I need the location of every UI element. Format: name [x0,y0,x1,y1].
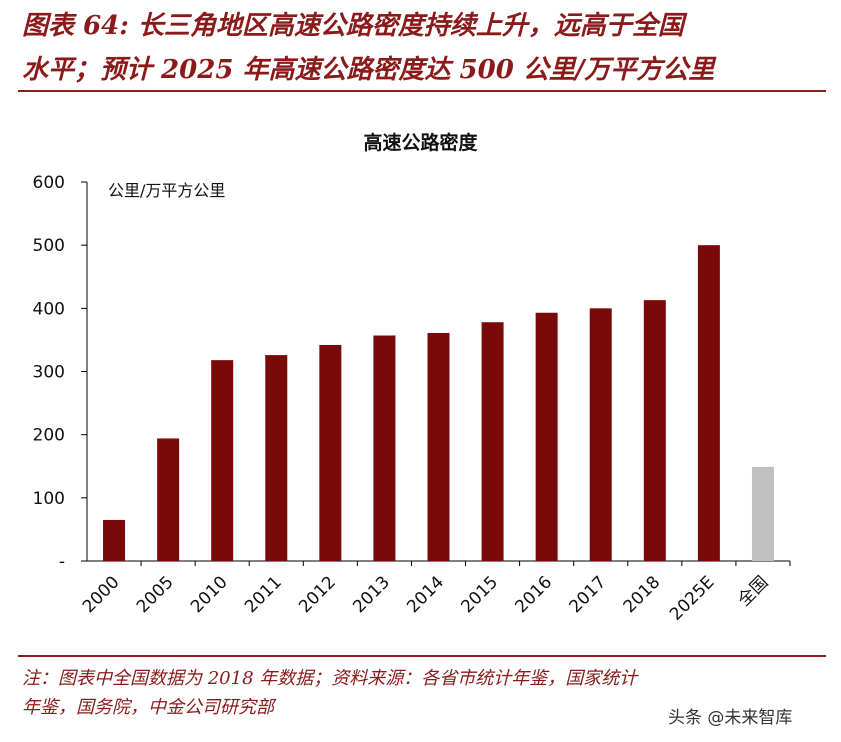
y-tick-label: 200 [33,426,65,446]
y-tick-label: 100 [33,489,65,509]
x-tick-label: 2018 [620,572,665,617]
x-tick-label: 2012 [295,572,340,617]
bar [157,438,180,561]
x-tick-label: 2025E [666,572,718,624]
bar [589,308,612,561]
figure-title-line1: 图表 64: 长三角地区高速公路密度持续上升，远高于全国 [22,11,684,41]
bar [103,519,126,561]
y-tick-label: 600 [33,173,65,193]
x-tick-label: 2014 [403,572,448,617]
x-tick-label: 2011 [241,572,286,617]
figure-title-line2: 水平；预计 2025 年高速公路密度达 500 公里/万平方公里 [22,55,715,85]
figure-title: 图表 64: 长三角地区高速公路密度持续上升，远高于全国 水平；预计 2025 … [22,4,822,92]
y-tick-label: 500 [33,236,65,256]
footnote: 注：图表中全国数据为 2018 年数据；资料来源：各省市统计年鉴，国家统计 年鉴… [22,664,822,722]
bar [373,335,396,561]
bottom-divider [18,655,826,657]
x-tick-label: 2013 [349,572,394,617]
bar [265,355,288,561]
bar [697,245,720,561]
y-tick-label: 300 [33,363,65,383]
chart-title: 高速公路密度 [363,132,478,154]
x-tick-label: 2010 [187,572,232,617]
bar [211,360,234,561]
x-tick-label: 2016 [511,572,556,617]
y-axis-unit-label: 公里/万平方公里 [108,181,226,200]
footnote-line2: 年鉴，国务院，中金公司研究部 [22,697,274,718]
x-tick-label: 2005 [133,572,178,617]
bar-national [751,466,774,561]
bar [481,322,504,561]
footnote-line1: 注：图表中全国数据为 2018 年数据；资料来源：各省市统计年鉴，国家统计 [22,668,638,689]
y-tick-label: 400 [33,299,65,319]
bar [319,344,342,561]
y-tick-label: - [59,552,65,572]
watermark: 头条 @未来智库 [668,708,793,728]
x-tick-label: 2000 [79,572,124,617]
bar [643,300,666,561]
x-tick-label: 全国 [734,572,772,610]
x-tick-label: 2017 [566,572,611,617]
top-divider [18,90,826,92]
x-tick-label: 2015 [457,572,502,617]
bar [535,312,558,561]
bar [427,332,450,561]
